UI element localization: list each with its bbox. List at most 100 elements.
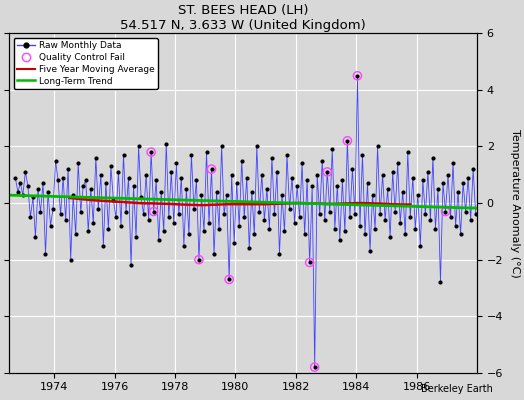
Point (406, 214, 414, 220)
Point (222, 191, 231, 198)
Point (124, 174, 133, 181)
Point (157, 188, 166, 195)
Point (86, 186, 95, 192)
Point (343, 138, 352, 144)
Point (212, 188, 221, 195)
Point (444, 172, 452, 178)
Point (31, 234, 40, 240)
Point (311, 364, 319, 370)
Point (167, 169, 176, 175)
Point (441, 208, 450, 215)
Point (462, 208, 470, 215)
Point (391, 208, 399, 215)
Point (416, 242, 424, 249)
Point (296, 214, 304, 220)
Point (399, 188, 407, 195)
Point (187, 152, 195, 158)
Point (331, 225, 339, 232)
Point (67, 256, 75, 263)
Point (353, 72, 362, 79)
Point (152, 177, 160, 184)
Point (318, 158, 326, 164)
Point (424, 169, 432, 175)
Point (454, 188, 462, 195)
Point (137, 194, 145, 201)
Point (361, 231, 369, 237)
Point (230, 240, 238, 246)
Point (449, 160, 457, 167)
Point (451, 222, 460, 229)
Point (117, 222, 125, 229)
Point (466, 217, 475, 223)
Point (155, 237, 163, 243)
Point (456, 231, 465, 237)
Point (346, 214, 354, 220)
Point (409, 174, 417, 181)
Point (24, 183, 32, 189)
Title: ST. BEES HEAD (LH)
54.517 N, 3.633 W (United Kingdom): ST. BEES HEAD (LH) 54.517 N, 3.633 W (Un… (120, 4, 366, 32)
Point (34, 186, 42, 192)
Point (421, 211, 430, 218)
Point (366, 248, 374, 254)
Point (351, 211, 359, 218)
Point (235, 222, 244, 229)
Point (270, 211, 279, 218)
Point (109, 197, 117, 204)
Point (205, 220, 213, 226)
Point (129, 183, 138, 189)
Point (381, 217, 389, 223)
Point (439, 180, 447, 186)
Point (36, 208, 45, 215)
Point (396, 220, 405, 226)
Point (16, 180, 25, 186)
Point (464, 174, 472, 181)
Point (469, 166, 477, 172)
Point (348, 166, 357, 172)
Point (426, 217, 434, 223)
Point (102, 180, 110, 186)
Point (288, 174, 296, 181)
Point (192, 177, 201, 184)
Point (338, 177, 346, 184)
Point (248, 188, 256, 195)
Point (29, 194, 37, 201)
Point (353, 72, 362, 79)
Point (172, 160, 181, 167)
Point (132, 234, 140, 240)
Point (250, 231, 258, 237)
Point (184, 231, 193, 237)
Text: Berkeley Earth: Berkeley Earth (421, 384, 493, 394)
Point (112, 214, 120, 220)
Point (446, 214, 455, 220)
Point (341, 228, 349, 234)
Point (280, 228, 289, 234)
Point (202, 149, 211, 155)
Point (273, 169, 281, 175)
Point (243, 174, 251, 181)
Point (290, 220, 299, 226)
Point (376, 211, 384, 218)
Point (149, 208, 158, 215)
Point (74, 160, 82, 167)
Point (260, 217, 269, 223)
Point (343, 138, 352, 144)
Point (419, 177, 427, 184)
Point (459, 180, 467, 186)
Point (245, 245, 254, 252)
Point (39, 180, 47, 186)
Point (323, 169, 332, 175)
Point (411, 225, 420, 232)
Point (286, 206, 294, 212)
Point (165, 214, 173, 220)
Point (303, 177, 311, 184)
Point (323, 169, 332, 175)
Point (79, 183, 88, 189)
Point (258, 172, 266, 178)
Point (94, 206, 103, 212)
Point (210, 251, 219, 257)
Point (177, 174, 185, 181)
Point (386, 234, 395, 240)
Point (200, 228, 208, 234)
Point (384, 186, 392, 192)
Point (308, 183, 316, 189)
